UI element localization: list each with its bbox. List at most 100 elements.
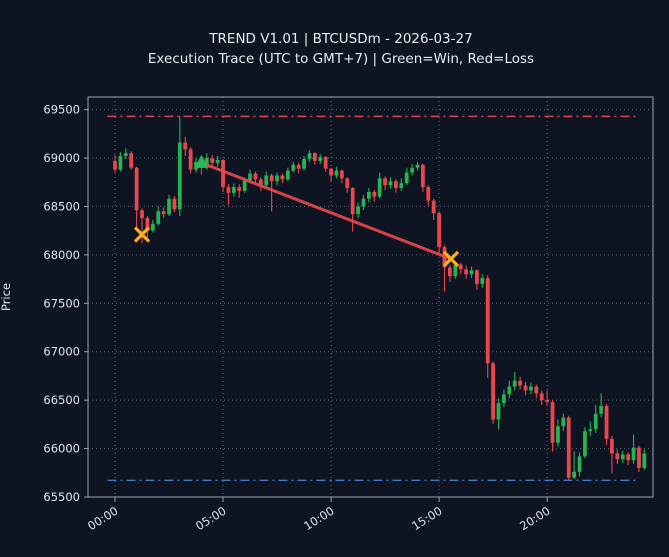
candle-body-up [231, 187, 236, 193]
candle-body-down [350, 188, 355, 215]
candle-body-up [399, 183, 404, 189]
candle-body-down [172, 198, 177, 210]
candle-body-down [534, 386, 539, 394]
candle-body-up [529, 386, 533, 391]
candle-body-down [485, 278, 490, 364]
candle-body-up [404, 172, 409, 184]
candle-body-up [410, 167, 414, 173]
candle-body-up [572, 471, 577, 478]
candle-body-down [312, 153, 317, 161]
x-tick-label: 10:00 [301, 504, 337, 533]
spines [87, 96, 654, 498]
candle-body-up [356, 206, 360, 215]
candle-body-down [464, 269, 469, 275]
candle-body-down [431, 200, 436, 214]
candle-body-up [285, 170, 290, 180]
chart-title: TREND V1.01 | BTCUSDm - 2026-03-27 [209, 31, 473, 47]
candle-body-down [221, 159, 225, 188]
candle-body-down [140, 210, 144, 219]
y-tick-label: 68000 [43, 248, 80, 262]
candle-body-up [453, 264, 458, 277]
trade-lines [200, 161, 452, 261]
x-tick-label: 00:00 [85, 504, 121, 533]
candle-body-up [469, 270, 474, 275]
candle-body-down [475, 270, 479, 284]
candle-body-up [577, 456, 582, 472]
candle-body-down [210, 158, 215, 163]
candle-body-down [129, 153, 134, 168]
candle-body-up [377, 178, 382, 197]
candle-body-up [275, 175, 279, 182]
candle-body-down [339, 170, 344, 179]
y-tick-label: 65500 [43, 490, 80, 504]
candle-body-down [183, 142, 188, 150]
candle-body-down [237, 187, 242, 191]
candle-body-up [215, 159, 220, 163]
trade-markers [133, 154, 460, 268]
candle-body-down [523, 385, 528, 391]
candle-body-up [631, 447, 636, 461]
candle-body-up [599, 405, 604, 414]
chart-title-block: TREND V1.01 | BTCUSDm - 2026-03-27 Execu… [0, 29, 669, 69]
candle-body-down [161, 211, 166, 215]
candle-body-up [556, 426, 560, 443]
candle-body-up [264, 175, 269, 186]
candle-body-down [145, 218, 150, 231]
candle-body-up [512, 380, 517, 387]
y-tick-label: 69500 [43, 103, 80, 117]
candle-body-down [420, 164, 425, 188]
candle-body-down [372, 191, 377, 197]
candle-body-up [177, 142, 182, 210]
candle-body-down [296, 164, 301, 169]
y-tick-label: 67500 [43, 296, 80, 310]
candle-body-down [323, 157, 328, 169]
candle-body-down [329, 168, 333, 176]
entry-marker [194, 154, 209, 168]
y-tick-label: 66500 [43, 393, 80, 407]
candle-body-up [307, 153, 312, 159]
candle-body-down [269, 175, 274, 182]
candle-body-up [123, 153, 128, 157]
candle-body-down [610, 438, 614, 454]
candle-body-up [204, 158, 209, 168]
candle-body-up [167, 198, 171, 215]
candle-body-down [426, 187, 431, 201]
candle-body-down [545, 400, 550, 403]
candle-body-down [280, 175, 285, 180]
candle-body-down [437, 213, 441, 248]
candle-body-up [561, 417, 566, 427]
candle-body-down [491, 363, 496, 420]
chart-subtitle: Execution Trace (UTC to GMT+7) | Green=W… [147, 51, 535, 67]
candle-body-up [502, 394, 506, 404]
candle-body-up [480, 278, 485, 284]
candle-body-down [448, 267, 452, 277]
candle-body-up [588, 429, 593, 432]
candle-body-up [118, 156, 123, 170]
candle-body-up [242, 180, 247, 191]
candle-body-down [258, 179, 263, 186]
x-tick-label: 20:00 [517, 504, 553, 533]
candle-body-up [361, 198, 366, 207]
candle-body-up [318, 157, 323, 161]
candle-body-down [637, 447, 641, 468]
exit-x-marker-1 [133, 226, 151, 243]
x-tick-label: 05:00 [193, 504, 229, 533]
candle-body-up [302, 158, 306, 169]
candle-body-up [415, 164, 420, 168]
candle-body-up [366, 191, 371, 199]
candle-body-down [604, 405, 609, 439]
candle-body-up [642, 453, 647, 468]
candle-body-down [566, 417, 571, 478]
candle-body-down [550, 402, 555, 443]
candle-body-up [334, 170, 339, 176]
candle-body-up [248, 173, 252, 181]
candle-body-down [113, 160, 117, 170]
y-tick-label: 68500 [43, 199, 80, 213]
plot-border [87, 96, 654, 498]
candle-body-down [458, 264, 463, 270]
gridlines [88, 97, 653, 498]
candle-body-down [383, 178, 387, 186]
level-lines [107, 115, 636, 482]
